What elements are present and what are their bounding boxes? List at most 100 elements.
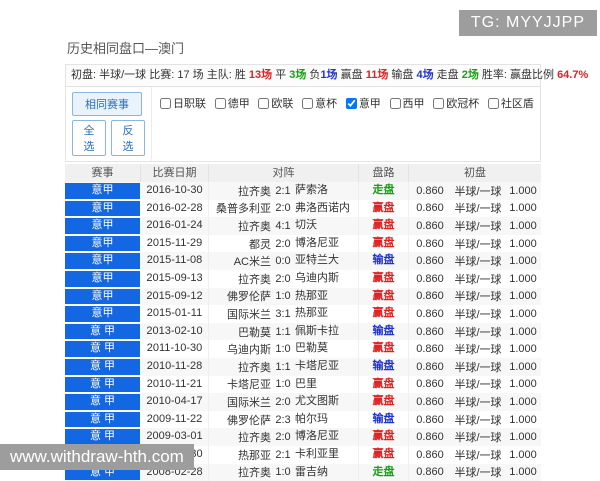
website-watermark: www.withdraw-hth.com: [0, 444, 194, 470]
home-team: 佛罗伦萨: [209, 412, 271, 428]
score: 2:0: [271, 238, 295, 250]
away-team: 亚特兰大: [295, 252, 359, 270]
away-team: 佩斯卡拉: [295, 323, 359, 341]
opening-handicap: 半球/一球: [451, 306, 505, 322]
league-filter-checkbox[interactable]: 欧冠杯: [433, 95, 479, 111]
score: 3:1: [271, 308, 295, 320]
match-date: 2015-09-12: [141, 288, 209, 306]
home-team: 拉齐奥: [209, 218, 271, 234]
league-filter-checkbox[interactable]: 西甲: [390, 95, 425, 111]
league-button[interactable]: 意 甲: [65, 412, 140, 428]
home-odds: 0.860: [409, 414, 451, 426]
checkbox-input[interactable]: [258, 98, 269, 109]
score: 4:1: [271, 220, 295, 232]
checkbox-input[interactable]: [346, 98, 357, 109]
score: 0:0: [271, 255, 295, 267]
home-team: 卡塔尼亚: [209, 376, 271, 392]
league-button[interactable]: 意 甲: [65, 359, 140, 375]
away-odds: 1.000: [505, 396, 541, 408]
league-filter-checkbox[interactable]: 社区盾: [488, 95, 534, 111]
score: 2:0: [271, 202, 295, 214]
table-row: 意 甲 2009-11-22 佛罗伦萨 2:3 帕尔玛 输盘 0.860 半球/…: [65, 411, 541, 429]
score: 1:0: [271, 378, 295, 390]
league-button[interactable]: 意甲: [65, 201, 140, 217]
league-filter-checkbox[interactable]: 日职联: [160, 95, 206, 111]
checkbox-input[interactable]: [390, 98, 401, 109]
stats-home-prefix: 主队: 胜: [207, 69, 249, 81]
match-date: 2015-11-29: [141, 235, 209, 253]
league-filter-label: 日职联: [173, 95, 206, 111]
handicap-result: 赢盘: [359, 376, 409, 394]
match-date: 2015-11-08: [141, 252, 209, 270]
away-odds: 1.000: [505, 326, 541, 338]
opening-handicap: 半球/一球: [451, 253, 505, 269]
league-button[interactable]: 意甲: [65, 289, 140, 305]
table-row: 意 甲 2010-04-17 国际米兰 2:0 尤文图斯 赢盘 0.860 半球…: [65, 393, 541, 411]
league-button[interactable]: 意甲: [65, 271, 140, 287]
handicap-result: 输盘: [359, 323, 409, 341]
handicap-result: 输盘: [359, 252, 409, 270]
league-button[interactable]: 意 甲: [65, 341, 140, 357]
match-date: 2016-10-30: [141, 182, 209, 200]
invert-selection-button[interactable]: 反选: [111, 120, 145, 156]
league-button[interactable]: 意甲: [65, 306, 140, 322]
away-odds: 1.000: [505, 202, 541, 214]
league-button[interactable]: 意甲: [65, 236, 140, 252]
page-title: 历史相同盘口—澳门: [67, 38, 541, 57]
score: 2:0: [271, 273, 295, 285]
home-odds: 0.860: [409, 466, 451, 478]
checkbox-input[interactable]: [433, 98, 444, 109]
stats-push-label: 走盘: [434, 69, 462, 81]
handicap-result: 赢盘: [359, 428, 409, 446]
league-button[interactable]: 意甲: [65, 253, 140, 269]
home-team: 国际米兰: [209, 306, 271, 322]
away-team: 热那亚: [295, 288, 359, 306]
away-team: 萨索洛: [295, 182, 359, 200]
table-row: 意 甲 2013-02-10 巴勒莫 1:1 佩斯卡拉 输盘 0.860 半球/…: [65, 323, 541, 341]
league-cell: 意甲: [65, 235, 141, 253]
opening-handicap: 半球/一球: [451, 288, 505, 304]
league-cell: 意 甲: [65, 340, 141, 358]
checkbox-input[interactable]: [215, 98, 226, 109]
stats-lose-count: 1场: [320, 69, 337, 81]
home-team: 都灵: [209, 236, 271, 252]
league-cell: 意 甲: [65, 323, 141, 341]
home-team: AC米兰: [209, 253, 271, 269]
league-cell: 意 甲: [65, 411, 141, 429]
league-button[interactable]: 意甲: [65, 183, 140, 199]
checkbox-input[interactable]: [488, 98, 499, 109]
header-result: 盘路: [359, 164, 409, 182]
handicap-result: 赢盘: [359, 200, 409, 218]
stats-opening: 初盘: 半球/一球: [71, 69, 146, 81]
match-date: 2015-09-13: [141, 270, 209, 288]
league-button[interactable]: 意 甲: [65, 394, 140, 410]
table-row: 意甲 2016-02-28 桑普多利亚 2:0 弗洛西诺内 赢盘 0.860 半…: [65, 200, 541, 218]
league-filter-checkbox[interactable]: 欧联: [258, 95, 293, 111]
handicap-result: 输盘: [359, 411, 409, 429]
league-filter-checkbox[interactable]: 意甲: [346, 95, 381, 111]
away-odds: 1.000: [505, 449, 541, 461]
league-button[interactable]: 意 甲: [65, 429, 140, 445]
header-league: 赛事: [65, 164, 141, 182]
league-filter-label: 欧联: [271, 95, 293, 111]
home-odds: 0.860: [409, 255, 451, 267]
score: 1:1: [271, 326, 295, 338]
stats-cover-count: 11场: [366, 69, 389, 81]
league-filter-label: 社区盾: [501, 95, 534, 111]
score: 1:0: [271, 343, 295, 355]
away-team: 弗洛西诺内: [295, 200, 359, 218]
league-button[interactable]: 意 甲: [65, 324, 140, 340]
table-row: 意 甲 2011-10-30 乌迪内斯 1:0 巴勒莫 赢盘 0.860 半球/…: [65, 340, 541, 358]
same-event-button[interactable]: 相同赛事: [72, 92, 142, 116]
away-team: 卡塔尼亚: [295, 358, 359, 376]
select-all-button[interactable]: 全选: [72, 120, 106, 156]
checkbox-input[interactable]: [302, 98, 313, 109]
score: 1:0: [271, 290, 295, 302]
league-filter-label: 欧冠杯: [446, 95, 479, 111]
league-filter-checkbox[interactable]: 德甲: [215, 95, 250, 111]
league-filter-checkbox[interactable]: 意杯: [302, 95, 337, 111]
league-button[interactable]: 意甲: [65, 218, 140, 234]
match-date: 2009-11-22: [141, 411, 209, 429]
checkbox-input[interactable]: [160, 98, 171, 109]
league-button[interactable]: 意 甲: [65, 377, 140, 393]
